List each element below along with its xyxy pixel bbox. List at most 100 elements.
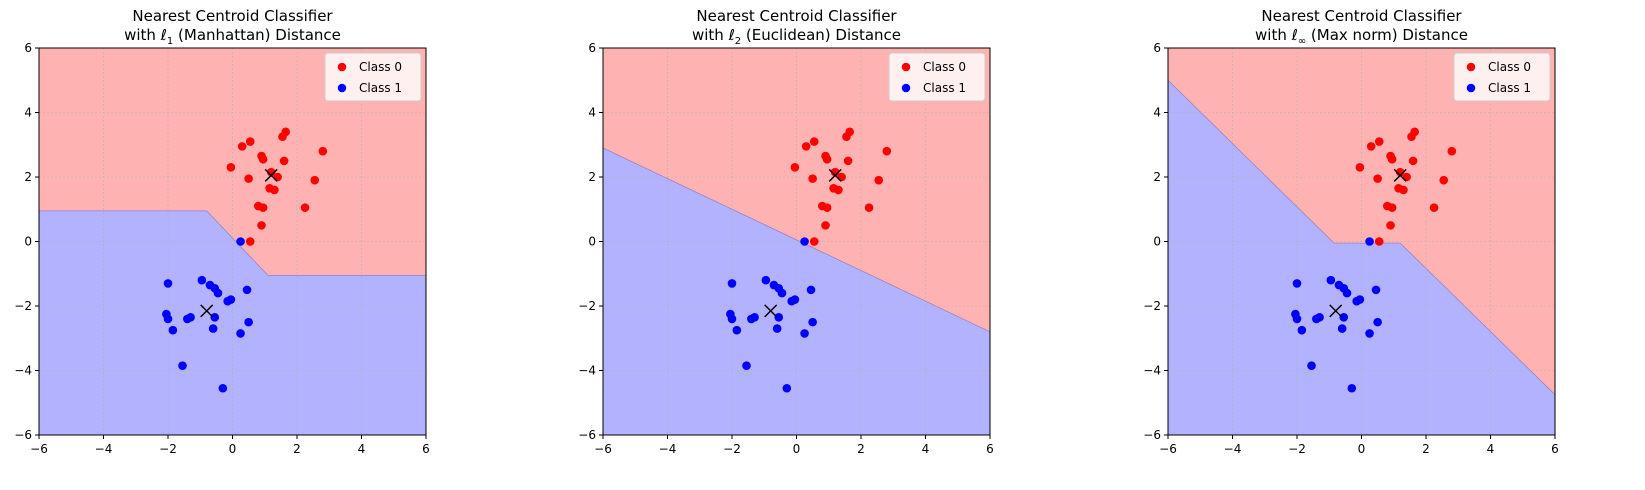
point-class-1 [186,312,195,322]
point-class-0 [245,137,255,146]
x-tick-label: −2 [723,442,741,456]
title-prefix: with ℓ [692,26,735,44]
point-class-0 [1355,163,1365,172]
point-class-1 [1371,285,1381,295]
x-tick-label: 0 [1358,442,1366,456]
y-tick-label: 2 [24,170,32,184]
point-class-0 [1395,167,1405,177]
point-class-1 [732,325,742,335]
point-class-1 [808,317,817,327]
point-class-1 [742,361,751,370]
point-class-1 [1337,324,1347,333]
y-tick-label: −6 [14,428,32,442]
point-class-0 [1439,175,1449,185]
legend-label-class-1: Class 1 [923,81,966,95]
y-tick-label: −6 [578,428,596,442]
point-class-0 [237,142,247,151]
legend-box [1453,52,1551,102]
point-class-1 [1347,383,1357,393]
y-tick-label: 6 [588,41,596,55]
y-tick-label: −4 [1143,364,1161,378]
y-tick-label: −4 [578,364,596,378]
point-class-1 [790,295,800,304]
centroid-marker-class-1 [200,304,214,318]
chart-panel-3: −6 −4 −2 0 2 4 6 −6 −4 −2 0 2 4 6 Nearest Centroid Cla… [1143,7,1559,456]
point-class-0 [257,221,266,230]
point-class-0 [273,172,282,182]
point-class-1 [236,237,245,246]
y-tick-label: −2 [14,299,32,313]
point-class-1 [727,279,737,288]
point-class-0 [1408,156,1418,166]
legend-marker-class-0 [337,62,347,72]
point-class-1 [218,383,228,393]
point-class-0 [822,154,832,164]
point-class-0 [882,146,892,156]
y-tick-label: −4 [14,364,32,378]
chart-title-line2: with ℓ2 (Euclidean) Distance [692,26,901,47]
legend-marker-class-1 [1466,83,1476,93]
legend-marker-class-1 [901,83,911,93]
chart-title-line1: Nearest Centroid Classifier [1261,7,1462,25]
x-tick-label: 2 [1422,442,1430,456]
point-class-0 [318,146,328,156]
x-tick-label: −2 [1288,442,1306,456]
point-class-1 [1365,237,1374,246]
point-class-0 [1374,237,1384,246]
point-class-0 [1373,174,1382,183]
point-class-1 [1365,329,1374,338]
point-class-1 [1373,317,1382,327]
point-class-0 [258,203,268,212]
point-class-1 [774,312,784,322]
point-class-1 [777,288,787,298]
x-tick-label: 0 [793,442,801,456]
point-class-1 [782,383,792,393]
x-tick-label: −6 [30,442,48,456]
legend: Class 0 Class 1 [324,52,422,102]
point-class-1 [1355,295,1365,304]
point-class-1 [242,285,252,295]
point-class-1 [163,314,173,324]
point-class-0 [843,156,853,166]
point-class-0 [1407,132,1416,141]
y-tick-label: 0 [24,235,32,249]
point-class-1 [1342,288,1352,298]
point-class-0 [837,172,846,182]
point-class-0 [1399,185,1408,195]
point-class-0 [279,156,289,166]
point-class-0 [1429,203,1439,212]
x-tick-label: 4 [358,442,366,456]
point-class-1 [800,237,809,246]
centroid-stroke [764,304,778,318]
x-tick-label: −4 [95,442,113,456]
legend-label-class-0: Class 0 [923,60,966,74]
legend-marker-class-0 [1466,62,1476,72]
x-tick-label: 2 [293,442,301,456]
point-class-1 [210,312,220,322]
y-tick-label: 0 [1153,235,1161,249]
x-tick-label: 6 [986,442,994,456]
point-class-0 [1447,146,1457,156]
y-tick-label: 6 [1153,41,1161,55]
centroid-marker-class-1 [764,304,778,318]
point-class-0 [801,142,811,151]
point-class-1 [1315,312,1324,322]
x-tick-label: 6 [1551,442,1559,456]
point-class-0 [266,167,276,177]
point-class-1 [226,295,236,304]
point-class-1 [236,329,245,338]
chart-panel-2: −6 −4 −2 0 2 4 6 −6 −4 −2 0 2 4 6 Nearest Centroid Cla… [578,7,994,456]
point-class-1 [772,324,782,333]
y-tick-label: 4 [24,106,32,120]
point-class-1 [163,279,173,288]
centroid-marker-class-0 [828,168,842,182]
title-norm-subscript: 1 [167,36,173,47]
point-class-1 [197,275,207,285]
legend: Class 0 Class 1 [888,52,986,102]
point-class-0 [310,175,320,185]
point-class-0 [300,203,310,212]
point-class-1 [806,285,816,295]
chart-title-line1: Nearest Centroid Classifier [132,7,333,25]
point-class-0 [245,237,255,246]
point-class-1 [800,329,809,338]
